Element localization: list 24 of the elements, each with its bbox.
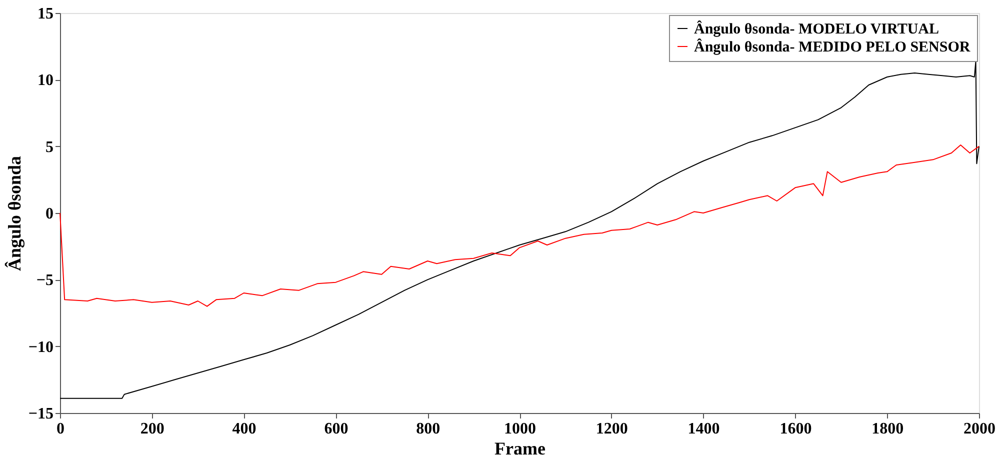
y-axis-title: Ângulo θsonda (4, 156, 24, 271)
x-tick-label: 1200 (596, 420, 628, 438)
x-tick-label: 800 (416, 420, 440, 438)
legend-label: Ângulo θsonda- MEDIDO PELO SENSOR (694, 38, 970, 56)
y-tick-label: 10 (38, 72, 54, 90)
legend-label: Ângulo θsonda- MODELO VIRTUAL (694, 20, 939, 38)
line-series (60, 144, 980, 307)
x-axis-title: Frame (494, 438, 546, 458)
x-tick-label: 1000 (504, 420, 536, 438)
x-tick-label: 600 (324, 420, 348, 438)
x-tick-label: 1600 (780, 420, 812, 438)
y-tick-label: 0 (46, 206, 54, 222)
x-tick-label: 400 (232, 420, 256, 438)
x-tick-label: 2000 (964, 420, 996, 438)
x-tick-label: 1800 (872, 420, 904, 438)
y-tick-label: −15 (28, 406, 54, 422)
x-tick-label: 200 (140, 420, 164, 438)
x-tick-label: 1400 (688, 420, 720, 438)
y-tick-label: −5 (36, 272, 54, 290)
line-series (60, 60, 980, 399)
y-tick-label: 15 (38, 6, 54, 22)
y-tick-label: 5 (46, 138, 54, 156)
x-tick-label: 0 (56, 420, 64, 438)
y-tick-label: −10 (28, 338, 54, 356)
